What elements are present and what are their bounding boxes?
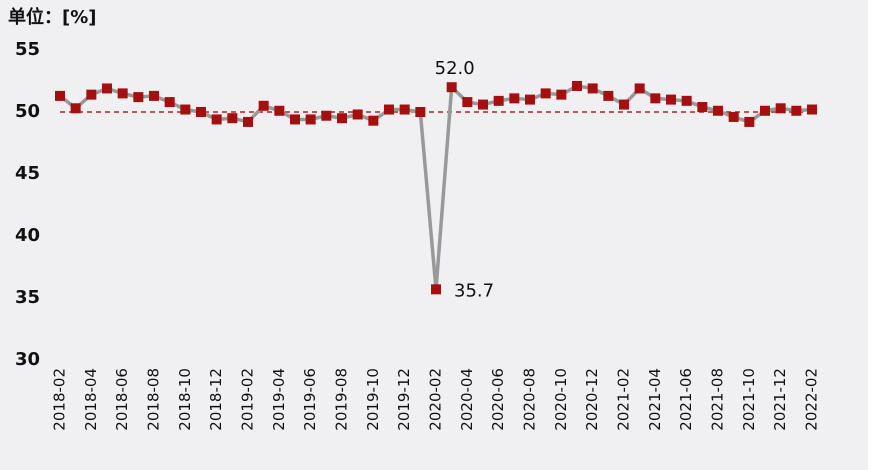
- marker: [117, 88, 128, 99]
- x-tick-label: 2019-02: [239, 368, 257, 431]
- y-tick-label: 55: [15, 39, 40, 60]
- marker: [86, 89, 97, 100]
- marker: [431, 284, 441, 295]
- marker: [681, 95, 692, 106]
- marker: [728, 111, 739, 122]
- x-tick-label: 2020-08: [521, 368, 539, 431]
- x-tick-label: 2019-10: [364, 368, 382, 431]
- y-tick-label: 45: [15, 163, 40, 184]
- x-tick-label: 2019-08: [333, 368, 351, 431]
- marker: [274, 105, 285, 116]
- marker: [70, 103, 81, 114]
- marker: [634, 83, 645, 94]
- x-tick-label: 2019-06: [301, 368, 319, 431]
- marker: [337, 113, 347, 124]
- x-tick-label: 2020-04: [458, 368, 476, 431]
- y-tick-label: 40: [15, 225, 40, 246]
- marker: [290, 114, 300, 125]
- x-tick-label: 2018-12: [207, 368, 225, 431]
- y-tick-label: 35: [15, 287, 40, 308]
- marker: [384, 104, 394, 115]
- x-tick-label: 2021-06: [677, 368, 695, 431]
- marker: [587, 83, 598, 94]
- marker: [164, 97, 175, 108]
- value-label: 52.0: [435, 58, 475, 79]
- x-tick-label: 2021-04: [646, 368, 664, 431]
- x-tick-label: 2019-12: [395, 368, 413, 431]
- marker: [807, 104, 817, 115]
- marker: [415, 107, 426, 117]
- x-tick-label: 2018-08: [145, 368, 163, 431]
- marker: [180, 104, 191, 115]
- marker: [55, 90, 65, 101]
- marker: [399, 104, 410, 115]
- marker: [243, 116, 253, 127]
- x-tick-label: 2020-06: [489, 368, 507, 431]
- x-tick-label: 2021-12: [771, 368, 789, 431]
- marker: [478, 99, 488, 110]
- x-tick-label: 2021-02: [615, 368, 633, 431]
- marker: [352, 109, 363, 120]
- marker: [211, 114, 222, 125]
- marker: [321, 110, 332, 121]
- x-tick-label: 2020-10: [552, 368, 570, 431]
- marker: [744, 116, 755, 127]
- marker: [133, 92, 144, 103]
- marker: [525, 94, 535, 105]
- x-tick-label: 2018-10: [176, 368, 194, 431]
- x-tick-label: 2018-04: [82, 368, 100, 431]
- x-tick-label: 2020-02: [427, 368, 445, 431]
- unit-label: 单位：[%]: [8, 6, 97, 28]
- value-label: 35.7: [454, 280, 494, 301]
- x-tick-label: 2022-02: [803, 368, 821, 431]
- marker: [697, 102, 708, 113]
- marker: [572, 80, 582, 91]
- marker: [791, 105, 802, 116]
- marker: [713, 105, 723, 116]
- marker: [603, 90, 614, 101]
- marker: [149, 90, 159, 101]
- marker: [258, 100, 269, 111]
- marker: [540, 88, 551, 99]
- marker: [305, 114, 316, 125]
- marker: [760, 105, 770, 116]
- marker: [775, 103, 786, 114]
- x-tick-label: 2018-02: [51, 368, 69, 431]
- y-tick-label: 30: [15, 349, 40, 370]
- marker: [368, 115, 379, 126]
- marker: [446, 82, 457, 93]
- y-tick-label: 50: [15, 101, 40, 122]
- marker: [102, 83, 112, 94]
- marker: [196, 107, 206, 117]
- x-tick-label: 2021-10: [740, 368, 758, 431]
- x-tick-label: 2018-06: [113, 368, 131, 431]
- marker: [509, 93, 520, 104]
- marker: [493, 95, 504, 106]
- marker: [666, 94, 676, 105]
- x-tick-label: 2020-12: [583, 368, 601, 431]
- marker: [556, 89, 567, 100]
- marker: [650, 93, 661, 104]
- marker: [619, 99, 629, 110]
- x-tick-label: 2019-04: [270, 368, 288, 431]
- x-tick-label: 2021-08: [709, 368, 727, 431]
- marker: [227, 113, 238, 124]
- marker: [462, 97, 473, 108]
